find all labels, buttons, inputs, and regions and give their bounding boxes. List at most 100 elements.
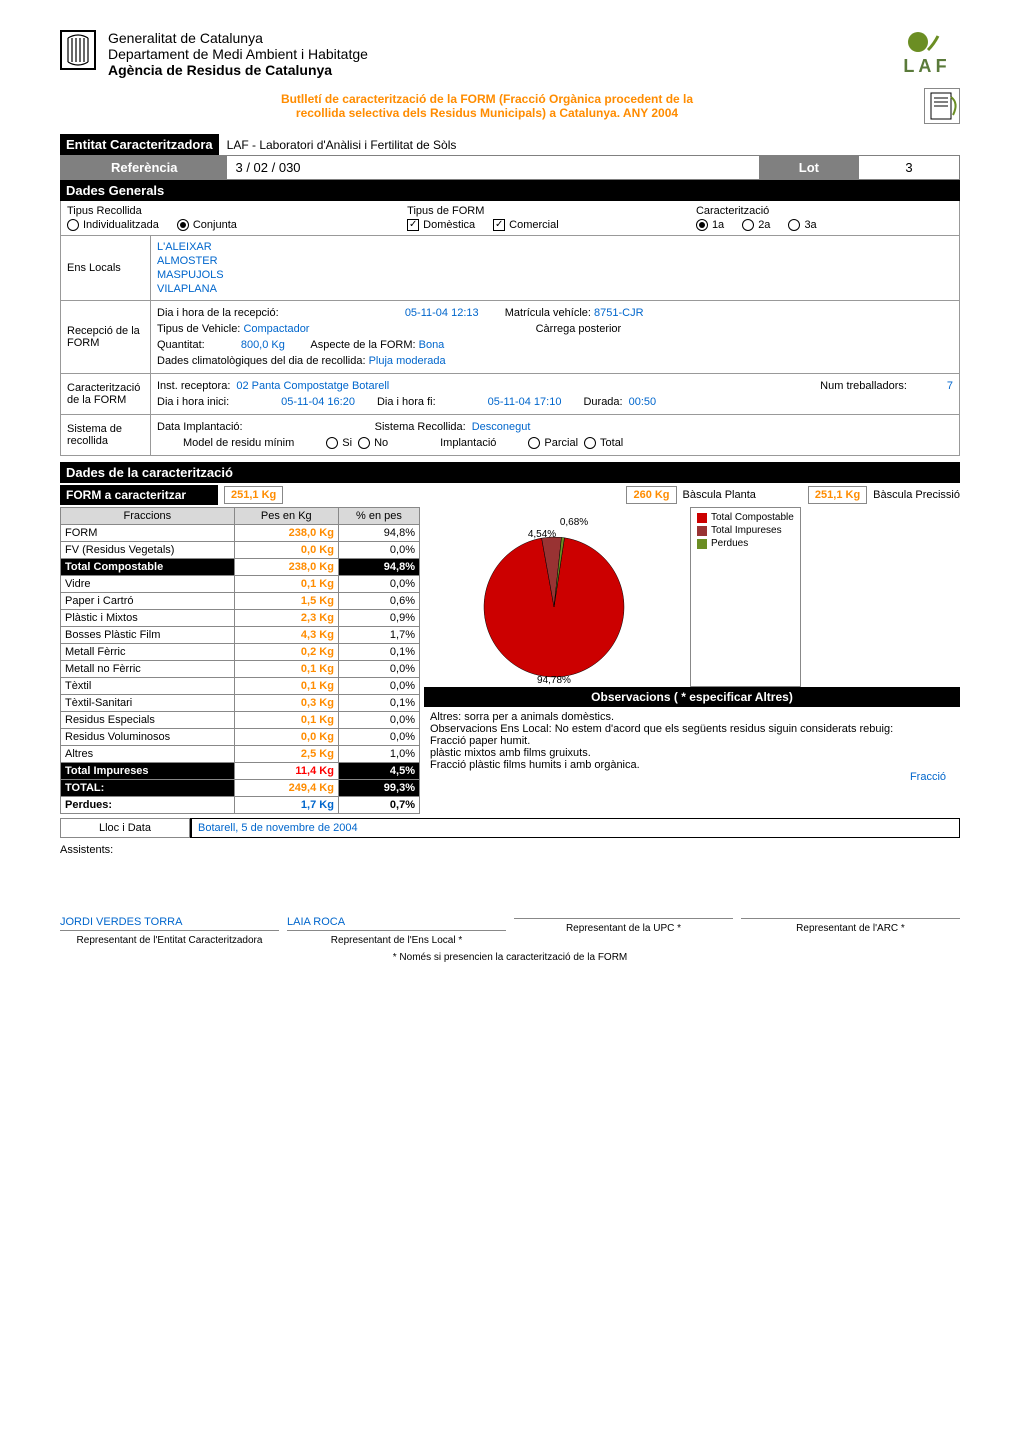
- recepcio-row: Recepció de la FORM Dia i hora de la rec…: [61, 300, 959, 373]
- ens-locals-row: Ens Locals L'ALEIXARALMOSTERMASPUJOLSVIL…: [61, 235, 959, 300]
- model-label: Model de residu mínim: [183, 437, 294, 449]
- footnote: * Només si presencien la caracterització…: [60, 952, 960, 963]
- sist-rec-label: Sistema Recollida:: [375, 421, 466, 433]
- caract-form-label: Caracterització de la FORM: [61, 373, 151, 414]
- signature-role: Representant de l'Entitat Caracteritzado…: [60, 935, 279, 946]
- radio-parcial[interactable]: Parcial: [528, 437, 578, 449]
- table-row: Vidre0,1 Kg0,0%: [61, 576, 420, 593]
- laf-logo: L A F: [890, 30, 960, 80]
- table-row: Residus Voluminosos0,0 Kg0,0%: [61, 729, 420, 746]
- ens-locals-label: Ens Locals: [61, 235, 151, 300]
- radio-tipus-recollida-individualitzada[interactable]: Individualitzada: [67, 219, 159, 231]
- signature-name: JORDI VERDES TORRA: [60, 916, 279, 930]
- table-row: Total Compostable238,0 Kg94,8%: [61, 559, 420, 576]
- lot-label: Lot: [759, 156, 859, 179]
- col-pct: % en pes: [338, 508, 419, 525]
- table-row: Total Impureses11,4 Kg4,5%: [61, 763, 420, 780]
- entitat-label: Entitat Caracteritzadora: [60, 134, 219, 155]
- svg-text:94,78%: 94,78%: [537, 675, 571, 686]
- form-a-caract-label: FORM a caracteritzar: [60, 485, 218, 505]
- inst-rec-label: Inst. receptora:: [157, 380, 230, 392]
- signature-cell: LAIA ROCARepresentant de l'Ens Local *: [287, 916, 506, 946]
- svg-text:4,54%: 4,54%: [528, 529, 556, 540]
- pie-legend: Total CompostableTotal ImpuresesPerdues: [690, 507, 801, 687]
- signature-cell: Representant de l'ARC *: [741, 916, 960, 946]
- pie-chart: 0,68% 4,54% 94,78%: [424, 507, 684, 687]
- caract-table: Fraccions Pes en Kg % en pes FORM238,0 K…: [60, 507, 420, 814]
- caracteritzacio-opts: Caracterització 1a 2a 3a: [696, 205, 953, 231]
- bascula-prec-val: 251,1 Kg: [808, 486, 867, 504]
- durada: 00:50: [629, 396, 657, 408]
- num-treb: 7: [913, 380, 953, 392]
- radio-total[interactable]: Total: [584, 437, 623, 449]
- tipus-vehicle-label: Tipus de Vehicle:: [157, 323, 240, 335]
- radio-caract-2a[interactable]: 2a: [742, 219, 770, 231]
- inst-rec: 02 Panta Compostatge Botarell: [236, 380, 389, 392]
- right-panel: 0,68% 4,54% 94,78% Total CompostableTotal …: [424, 507, 960, 814]
- ens-local-item: L'ALEIXAR: [157, 240, 953, 254]
- ens-locals-list: L'ALEIXARALMOSTERMASPUJOLSVILAPLANA: [151, 235, 959, 300]
- caract-form-body: Inst. receptora: 02 Panta Compostatge Bo…: [151, 373, 959, 414]
- bascula-prec-label: Bàscula Precissió: [873, 489, 960, 501]
- caract-title: Caracterització: [696, 205, 953, 217]
- radio-tipus-recollida-conjunta[interactable]: Conjunta: [177, 219, 237, 231]
- obs-text: Altres: sorra per a animals domèstics. O…: [430, 711, 954, 771]
- dades-generals-body: Tipus Recollida Individualitzada Conjunta…: [60, 201, 960, 456]
- check-tipus-form-comercial[interactable]: ✓Comercial: [493, 219, 559, 231]
- tipus-recollida-title: Tipus Recollida: [67, 205, 401, 217]
- matricula-label: Matrícula vehícle:: [505, 307, 591, 319]
- header-line1: Generalitat de Catalunya: [108, 30, 878, 46]
- caract-table-container: Fraccions Pes en Kg % en pes FORM238,0 K…: [60, 507, 420, 814]
- durada-label: Durada:: [583, 396, 622, 408]
- entitat-row: Entitat Caracteritzadora LAF - Laborator…: [60, 134, 960, 155]
- assistents-label: Assistents:: [60, 844, 960, 856]
- sist-rec: Desconegut: [472, 421, 531, 433]
- clima: Pluja moderada: [369, 355, 446, 367]
- signature-name: LAIA ROCA: [287, 916, 506, 930]
- table-row: Plàstic i Mixtos2,3 Kg0,9%: [61, 610, 420, 627]
- form-icon: [924, 88, 960, 124]
- legend-item: Total Impureses: [697, 525, 794, 536]
- radio-caract-3a[interactable]: 3a: [788, 219, 816, 231]
- caract-table-wrap: Fraccions Pes en Kg % en pes FORM238,0 K…: [60, 507, 960, 814]
- obs-header: Observacions ( * especificar Altres): [424, 687, 960, 707]
- svg-text:0,68%: 0,68%: [560, 517, 588, 528]
- form-a-caract-row: FORM a caracteritzar 251,1 Kg 260 Kg Bàs…: [60, 485, 960, 505]
- clima-label: Dades climatològiques del dia de recolli…: [157, 355, 366, 367]
- dia-fi-label: Dia i hora fi:: [377, 396, 436, 408]
- bascula-planta-val: 260 Kg: [626, 486, 676, 504]
- tipus-form: Tipus de FORM ✓Domèstica ✓Comercial: [407, 205, 690, 231]
- radio-caract-1a[interactable]: 1a: [696, 219, 724, 231]
- subtitle: Butlletí de caracterització de la FORM (…: [60, 92, 914, 120]
- check-tipus-form-domèstica[interactable]: ✓Domèstica: [407, 219, 475, 231]
- dades-generals-header: Dades Generals: [60, 180, 960, 201]
- table-row: Tèxtil-Sanitari0,3 Kg0,1%: [61, 695, 420, 712]
- table-row: Paper i Cartró1,5 Kg0,6%: [61, 593, 420, 610]
- signature-cell: JORDI VERDES TORRA Representant de l'Enti…: [60, 916, 279, 946]
- gencat-logo: [60, 30, 96, 70]
- radio-no[interactable]: No: [358, 437, 388, 449]
- table-row: Metall Fèrric0,2 Kg0,1%: [61, 644, 420, 661]
- table-row: TOTAL:249,4 Kg99,3%: [61, 780, 420, 797]
- matricula: 8751-CJR: [594, 307, 644, 319]
- header: Generalitat de Catalunya Departament de …: [60, 30, 960, 80]
- tipus-vehicle: Compactador: [243, 323, 309, 335]
- lloc-value: Botarell, 5 de novembre de 2004: [190, 818, 960, 838]
- col-fraccions: Fraccions: [61, 508, 235, 525]
- header-line2: Departament de Medi Ambient i Habitatge: [108, 46, 878, 62]
- referencia-label: Referència: [61, 156, 227, 179]
- sistema-row: Sistema de recollida Data Implantació: S…: [61, 414, 959, 455]
- form-a-caract-value: 251,1 Kg: [224, 486, 283, 504]
- recepcio-label: Recepció de la FORM: [61, 300, 151, 373]
- carrega-label: Càrrega posterior: [536, 323, 622, 335]
- tipus-recollida: Tipus Recollida Individualitzada Conjunta: [67, 205, 401, 231]
- quantitat: 800,0 Kg: [241, 339, 285, 351]
- bascula-planta-label: Bàscula Planta: [683, 489, 756, 501]
- radio-si[interactable]: Si: [326, 437, 352, 449]
- subtitle-line1: Butlletí de caracterització de la FORM (…: [100, 92, 874, 106]
- caract-form-row: Caracterització de la FORM Inst. recepto…: [61, 373, 959, 414]
- table-row: Perdues:1,7 Kg0,7%: [61, 797, 420, 814]
- data-impl-label: Data Implantació:: [157, 421, 243, 433]
- table-row: FORM238,0 Kg94,8%: [61, 525, 420, 542]
- tipus-form-title: Tipus de FORM: [407, 205, 690, 217]
